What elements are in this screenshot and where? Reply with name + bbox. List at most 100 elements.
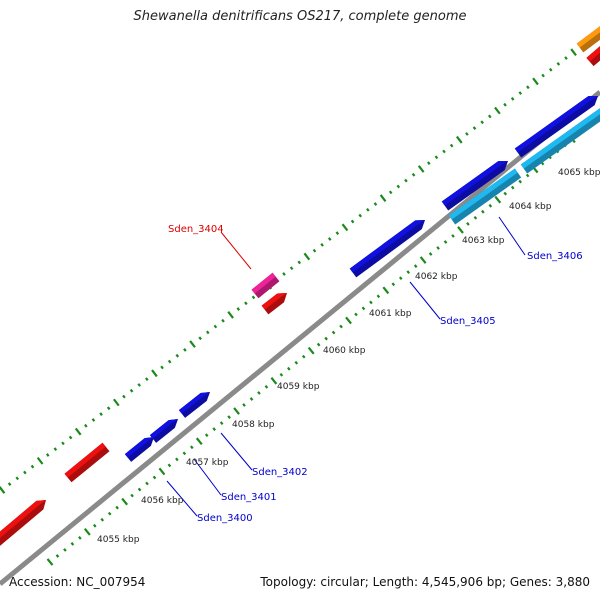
- tick-mark: [398, 276, 403, 281]
- tick-mark: [354, 312, 358, 317]
- tick-mark: [379, 194, 387, 202]
- tick-mark: [324, 336, 328, 341]
- tick-mark: [70, 542, 75, 546]
- outer-tick-track: [0, 32, 599, 494]
- genome-stats-text: Topology: circular; Length: 4,545,906 bp…: [260, 575, 590, 589]
- tick-mark: [167, 359, 172, 364]
- gene-blue-2: [514, 96, 598, 158]
- tick-mark: [442, 149, 446, 154]
- gene-label[interactable]: Sden_3400: [197, 513, 253, 524]
- tick-mark: [556, 62, 561, 66]
- tick-mark: [121, 497, 129, 506]
- tick-mark: [15, 476, 20, 481]
- leader-line: [193, 458, 222, 496]
- tick-mark: [158, 467, 166, 476]
- tick-mark: [388, 190, 393, 195]
- tick-mark: [345, 316, 352, 325]
- tick-mark: [518, 91, 523, 95]
- tick-mark: [327, 237, 332, 241]
- gene-label[interactable]: Sden_3405: [440, 316, 496, 327]
- inner-tick-track: [46, 119, 597, 566]
- tick-mark: [99, 412, 103, 416]
- tick-mark: [391, 282, 396, 287]
- gene-red-1: [0, 500, 46, 546]
- tick-mark: [350, 219, 355, 224]
- tick-mark: [548, 67, 553, 72]
- tick-mark: [227, 415, 231, 419]
- tick-mark: [312, 248, 317, 253]
- tick-mark: [30, 464, 35, 469]
- tick-mark: [341, 223, 349, 232]
- gene-label[interactable]: Sden_3406: [527, 251, 583, 262]
- tick-mark: [107, 511, 112, 516]
- tick-mark: [455, 135, 463, 144]
- gene-labels: Sden_3404 Sden_3406 Sden_3405 Sden_3402 Sden…: [168, 224, 583, 524]
- tick-mark: [465, 132, 469, 136]
- tick-mark: [294, 360, 299, 365]
- gene-pink-3404: [251, 272, 280, 299]
- tick-mark: [472, 126, 477, 130]
- tick-mark: [510, 185, 515, 190]
- tick-mark: [227, 311, 234, 319]
- tick-mark: [236, 307, 241, 311]
- tick-mark: [84, 423, 88, 428]
- scale-label: 4060 kbp: [323, 346, 366, 356]
- scale-label: 4062 kbp: [415, 272, 458, 282]
- tick-mark: [198, 336, 202, 341]
- tick-mark: [518, 179, 522, 184]
- tick-mark: [145, 377, 149, 381]
- tick-mark: [436, 246, 440, 250]
- tick-mark: [83, 528, 91, 536]
- tick-mark: [249, 397, 254, 401]
- gene-label[interactable]: Sden_3402: [252, 467, 308, 478]
- leader-line: [409, 281, 441, 320]
- leader-line: [166, 480, 198, 517]
- tick-mark: [473, 215, 478, 220]
- scale-label: 4055 kbp: [97, 535, 140, 545]
- scale-label: 4056 kbp: [141, 496, 184, 506]
- gene-blue-3402: [178, 392, 210, 418]
- tick-mark: [190, 445, 194, 450]
- label-leader-lines: [166, 216, 526, 517]
- tick-mark: [137, 487, 142, 492]
- tick-mark: [282, 272, 286, 276]
- leader-line: [498, 216, 526, 256]
- tick-mark: [307, 346, 315, 355]
- gene-label[interactable]: Sden_3404: [168, 224, 224, 235]
- tick-mark: [481, 209, 485, 214]
- tick-mark: [61, 441, 65, 446]
- tick-mark: [92, 523, 97, 528]
- tick-mark: [74, 427, 82, 436]
- tick-mark: [115, 505, 119, 510]
- tick-mark: [449, 143, 454, 148]
- tick-mark: [160, 365, 164, 370]
- tick-mark: [53, 447, 58, 451]
- tick-mark: [189, 340, 196, 348]
- tick-mark: [487, 114, 492, 119]
- scale-label: 4063 kbp: [462, 236, 505, 246]
- gene-label[interactable]: Sden_3401: [221, 492, 277, 503]
- tick-mark: [182, 451, 187, 456]
- leader-line: [220, 231, 252, 270]
- tick-mark: [244, 301, 248, 306]
- tick-mark: [113, 398, 120, 407]
- tick-mark: [78, 535, 82, 540]
- tick-mark: [434, 155, 439, 160]
- tick-mark: [204, 433, 209, 438]
- tick-mark: [175, 457, 179, 462]
- tick-mark: [366, 207, 370, 212]
- tick-mark: [289, 266, 294, 271]
- tick-mark: [451, 234, 455, 238]
- genome-backbone: [0, 90, 600, 586]
- tick-mark: [457, 226, 464, 234]
- gene-red-2: [64, 442, 110, 483]
- tick-mark: [257, 391, 261, 395]
- tick-mark: [335, 231, 340, 236]
- gene-red-4: [586, 46, 600, 67]
- scale-label: 4061 kbp: [369, 309, 412, 319]
- tick-mark: [213, 324, 218, 329]
- scale-label: 4059 kbp: [277, 382, 320, 392]
- tick-mark: [404, 178, 408, 183]
- tick-mark: [0, 486, 6, 494]
